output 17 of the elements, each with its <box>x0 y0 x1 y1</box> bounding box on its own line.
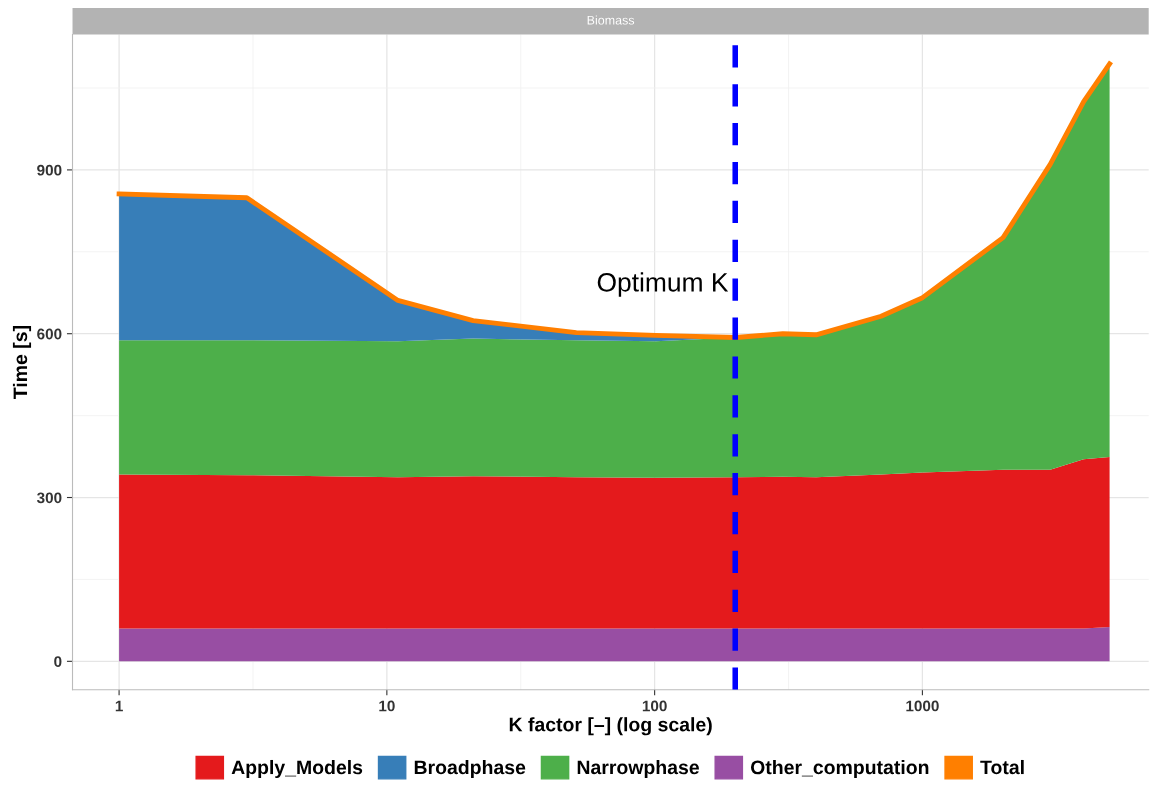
chart-title: Biomass <box>587 15 635 25</box>
legend-label: Total <box>980 759 1024 775</box>
ref-line-label: Optimum K <box>597 272 729 297</box>
x-tick-label: 1000 <box>906 700 939 712</box>
legend-label: Other_computation <box>750 759 929 779</box>
legend-label: Narrowphase <box>577 759 699 779</box>
y-tick-label: 0 <box>54 656 62 668</box>
x-tick-label: 100 <box>642 700 667 712</box>
y-tick-label: 300 <box>36 492 62 504</box>
x-axis-title: K factor [–] (log scale) <box>509 717 712 736</box>
legend-label: Broadphase <box>414 759 526 779</box>
x-tick-label: 10 <box>379 700 395 712</box>
x-tick-label: 1 <box>115 700 123 712</box>
y-tick-label: 600 <box>37 328 62 340</box>
y-tick-label: 900 <box>37 164 62 176</box>
legend-label: Apply_Models <box>231 759 363 779</box>
y-axis-title: Time [s] <box>12 326 32 399</box>
